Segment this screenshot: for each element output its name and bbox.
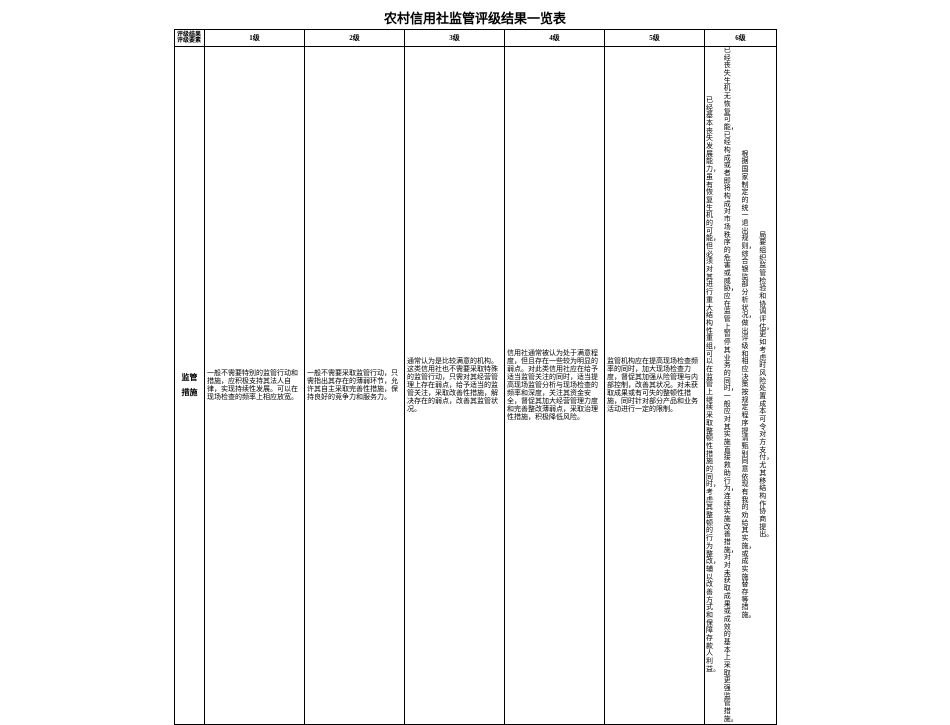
level6-sub-d: 局要组织监管检验和协调评估，更如考虑时风险处置成本可令对方支付，尤其移结构作协商… [759, 232, 766, 540]
page-title: 农村信用社监管评级结果一览表 [174, 8, 776, 27]
col-header: 1级 [205, 30, 305, 47]
row-label-2: 措施 [177, 388, 202, 397]
level6-sub-a: 已经基本丧失发展能力，虽有恢复生机的可能，但必须对其进行重大结构性重组，可以在监… [706, 97, 713, 674]
cell-level5: 监管机构应在提高现场检查频率的同时，加大现场检查力度，督促其加强从险管理与内部控… [605, 47, 705, 725]
level6-sub-b: 已经丧失生机无恢复可能，已经构成或者即将构成对市场秩序的危害或威胁，应在监管上暂… [724, 47, 731, 724]
cell-level2: 一般不需要采取监管行动，只需指出其存在的薄弱环节，允许其自主采取完善性措施，保持… [305, 47, 405, 725]
col-header: 4级 [505, 30, 605, 47]
rating-table: 评级结果评级要素 1级 2级 3级 4级 5级 6级 监管 措施 一般不需要特别… [174, 29, 777, 725]
corner-cell: 评级结果评级要素 [175, 30, 205, 47]
row-label-cell: 监管 措施 [175, 47, 205, 725]
cell-level1: 一般不需要特别的监管行动和措施，应积极支持其法人自律，实现持续性发展。可以在现场… [205, 47, 305, 725]
col-header: 5级 [605, 30, 705, 47]
cell-level3: 通常认为是比较满意的机构。这类信用社也不需要采取特殊的监管行动，只需对其经营管理… [405, 47, 505, 725]
col-header: 6级 [705, 30, 777, 47]
body-row: 监管 措施 一般不需要特别的监管行动和措施，应积极支持其法人自律，实现持续性发展… [175, 47, 777, 725]
level6-sub-c: 根据国家制定的统一退出规则，综合银监部分析状况，做出评级和相应决策按规定程序提请… [742, 151, 749, 620]
row-label-1: 监管 [177, 373, 202, 382]
cell-level6: 已经基本丧失发展能力，虽有恢复生机的可能，但必须对其进行重大结构性重组，可以在监… [705, 47, 777, 725]
header-row: 评级结果评级要素 1级 2级 3级 4级 5级 6级 [175, 30, 777, 47]
col-header: 3级 [405, 30, 505, 47]
cell-level4: 信用社通常被认为处于满意程度，但且存在一些较为明显的弱点。对此类信用社应在给予适… [505, 47, 605, 725]
col-header: 2级 [305, 30, 405, 47]
